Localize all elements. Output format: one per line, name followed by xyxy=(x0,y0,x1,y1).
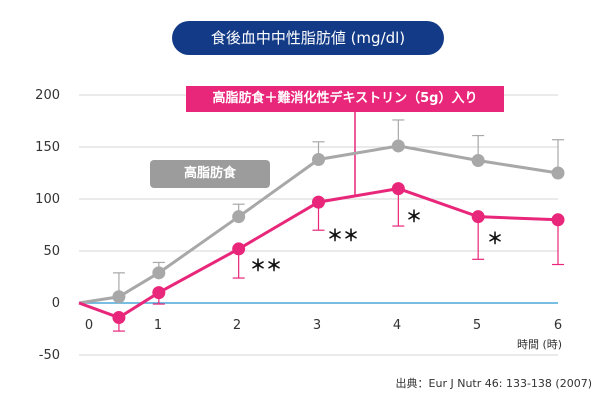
y-tick-label: 0 xyxy=(51,296,60,311)
data-point xyxy=(152,266,166,280)
x-axis-unit-label: 時間 (時) xyxy=(517,338,563,351)
data-point xyxy=(152,286,166,300)
data-point xyxy=(232,210,246,224)
x-tick-label: 4 xyxy=(392,318,402,333)
data-point xyxy=(232,242,246,256)
x-tick-label: 2 xyxy=(232,318,242,333)
significance-mark: ＊ xyxy=(406,207,423,226)
chart-title: 食後血中中性脂肪値 (mg/dl) xyxy=(172,21,444,55)
y-tick-label: -50 xyxy=(38,348,60,363)
source-citation: 出典：Eur J Nutr 46: 133-138 (2007) xyxy=(395,377,592,390)
significance-mark: ＊ xyxy=(487,229,504,248)
y-tick-label: 50 xyxy=(43,244,60,259)
x-tick-label: 6 xyxy=(553,318,563,333)
data-point xyxy=(551,166,565,180)
data-point xyxy=(471,154,485,168)
data-point xyxy=(471,210,485,224)
y-tick-label: 100 xyxy=(35,192,60,207)
data-point xyxy=(112,290,126,304)
data-point xyxy=(391,139,405,153)
data-point xyxy=(391,182,405,196)
data-point xyxy=(312,152,325,166)
x-tick-label: 0 xyxy=(84,318,94,333)
significance-mark: ＊＊ xyxy=(327,226,360,245)
data-point xyxy=(551,213,565,227)
significance-mark: ＊＊ xyxy=(250,256,283,275)
series-line xyxy=(78,144,559,305)
x-tick-label: 1 xyxy=(153,318,163,333)
y-tick-label: 150 xyxy=(35,140,60,155)
x-tick-label: 3 xyxy=(312,318,322,333)
data-point xyxy=(312,195,325,209)
x-tick-label: 5 xyxy=(472,318,482,333)
series-label-dextrin: 高脂肪食＋難消化性デキストリン（5g）入り xyxy=(186,86,504,112)
data-point xyxy=(112,311,126,325)
y-tick-label: 200 xyxy=(35,88,60,103)
series-line xyxy=(78,187,559,320)
series-label-high-fat: 高脂肪食 xyxy=(150,160,270,188)
